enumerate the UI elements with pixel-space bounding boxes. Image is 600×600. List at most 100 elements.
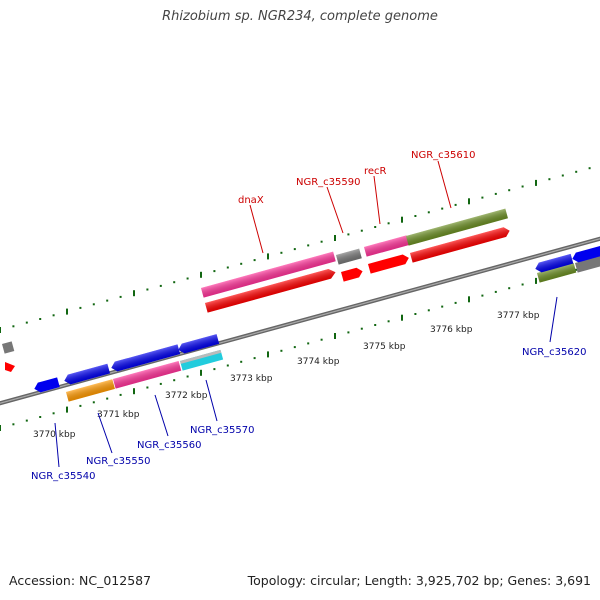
tick-mark	[146, 288, 149, 291]
gene-NGR_c35550-orange[interactable]	[66, 379, 115, 402]
gene-label-NGR_c35620[interactable]: NGR_c35620	[522, 347, 587, 358]
tick-mark	[200, 369, 202, 376]
tick-mark	[401, 314, 403, 321]
gene-NGR_c35550-blue-arrow[interactable]	[63, 363, 111, 386]
tick-mark	[226, 364, 229, 367]
gene-label-NGR_c35560[interactable]: NGR_c35560	[137, 440, 202, 451]
tick-mark	[119, 295, 122, 298]
gene-label-NGR_c35570[interactable]: NGR_c35570	[190, 425, 255, 436]
tick-mark	[267, 351, 269, 358]
tick-mark	[521, 185, 524, 188]
gene-NGR_c35620-blue-arrow[interactable]	[534, 253, 574, 274]
bottom-gene-labels: NGR_c35540 NGR_c35550 NGR_c35560 NGR_c35…	[31, 296, 587, 482]
tick-mark	[454, 301, 457, 304]
tick-mark	[12, 325, 15, 328]
tick-mark	[494, 290, 497, 293]
kbp-label: 3774 kbp	[297, 357, 340, 367]
kbp-label: 3773 kbp	[230, 374, 273, 384]
gene-right-blue-arrow[interactable]	[571, 244, 600, 264]
tick-mark	[253, 259, 256, 262]
tick-mark	[253, 357, 256, 360]
tick-mark	[307, 244, 310, 247]
gene-NGR_c35610-red-arrow[interactable]	[410, 226, 511, 263]
gene-left-red[interactable]	[5, 362, 15, 372]
tick-mark	[240, 262, 243, 265]
kbp-label: 3770 kbp	[33, 430, 76, 440]
gene-right-grey[interactable]	[575, 255, 600, 273]
tick-mark	[106, 299, 109, 302]
gene-NGR_c35570-blue-arrow[interactable]	[177, 334, 220, 355]
gene-NGR_c35560-pink[interactable]	[113, 360, 182, 389]
kbp-scale: 3770 kbp 3771 kbp 3772 kbp 3773 kbp 3774…	[33, 311, 540, 440]
tick-mark	[347, 331, 350, 334]
tick-mark	[561, 174, 564, 177]
tick-mark	[226, 266, 229, 269]
tick-mark	[307, 342, 310, 345]
gene-NGR_c35620-olive[interactable]	[537, 262, 577, 283]
tick-mark	[360, 229, 363, 232]
gene-label-NGR_c35540[interactable]: NGR_c35540	[31, 471, 96, 482]
tick-mark	[481, 294, 484, 297]
tick-mark	[293, 248, 296, 251]
tick-mark	[159, 382, 162, 385]
kbp-label: 3771 kbp	[97, 410, 140, 420]
tick-mark	[52, 412, 55, 415]
gene-NGR_c35560-blue-arrow[interactable]	[110, 344, 181, 372]
kbp-label: 3776 kbp	[430, 325, 473, 335]
tick-mark	[280, 349, 283, 352]
tick-mark	[133, 388, 135, 395]
tick-mark	[374, 324, 377, 326]
tick-mark	[387, 222, 390, 225]
tick-mark	[119, 393, 122, 396]
tick-mark	[441, 305, 444, 308]
gene-recR-pink[interactable]	[364, 235, 410, 257]
gene-dnaX-red-arrow[interactable]	[205, 267, 337, 313]
tick-mark	[39, 318, 42, 320]
tick-mark	[535, 277, 537, 284]
gene-dnaX-pink[interactable]	[201, 251, 336, 298]
gene-NGR_c35590-grey[interactable]	[336, 248, 362, 265]
tick-mark	[441, 207, 444, 210]
tick-mark	[508, 287, 511, 290]
reverse-genes	[33, 244, 600, 402]
kbp-label: 3772 kbp	[165, 391, 208, 401]
gene-label-NGR_c35550[interactable]: NGR_c35550	[86, 456, 151, 467]
tick-mark	[66, 406, 68, 413]
tick-mark	[293, 346, 296, 349]
tick-mark	[0, 327, 1, 333]
tick-mark	[347, 233, 350, 236]
tick-mark	[387, 320, 390, 323]
tick-mark	[334, 333, 336, 339]
tick-mark	[588, 167, 591, 170]
gene-NGR_c35570-cyan[interactable]	[180, 349, 224, 371]
gene-label-dnaX[interactable]: dnaX	[238, 195, 264, 206]
tick-mark	[25, 321, 28, 324]
tick-mark	[79, 404, 82, 407]
tick-mark	[186, 375, 189, 378]
gene-NGR_c35540-blue-arrow[interactable]	[33, 377, 60, 393]
gene-recR-red-arrow[interactable]	[368, 253, 410, 274]
tick-mark	[414, 313, 417, 315]
tick-mark	[427, 211, 430, 214]
gene-label-recR[interactable]: recR	[364, 166, 387, 177]
tick-mark	[280, 251, 283, 254]
tick-mark	[320, 240, 323, 243]
tick-mark	[133, 290, 135, 297]
tick-mark	[481, 196, 484, 199]
tick-mark	[79, 306, 82, 309]
tick-mark	[521, 283, 524, 286]
forward-genes	[1, 208, 600, 372]
gene-NGR_c35610-olive[interactable]	[406, 208, 508, 246]
gene-label-NGR_c35590[interactable]: NGR_c35590	[296, 177, 361, 188]
tick-mark	[66, 308, 68, 315]
gene-label-NGR_c35610[interactable]: NGR_c35610	[411, 150, 476, 161]
tick-mark	[12, 423, 15, 426]
tick-mark	[186, 277, 189, 280]
tick-mark	[146, 386, 149, 389]
gene-NGR_c35590-red-arrow[interactable]	[341, 266, 364, 282]
tick-mark	[106, 397, 109, 400]
gene-left-grey[interactable]	[1, 341, 15, 354]
tick-mark	[39, 416, 42, 418]
tick-marks-upper	[0, 167, 591, 333]
